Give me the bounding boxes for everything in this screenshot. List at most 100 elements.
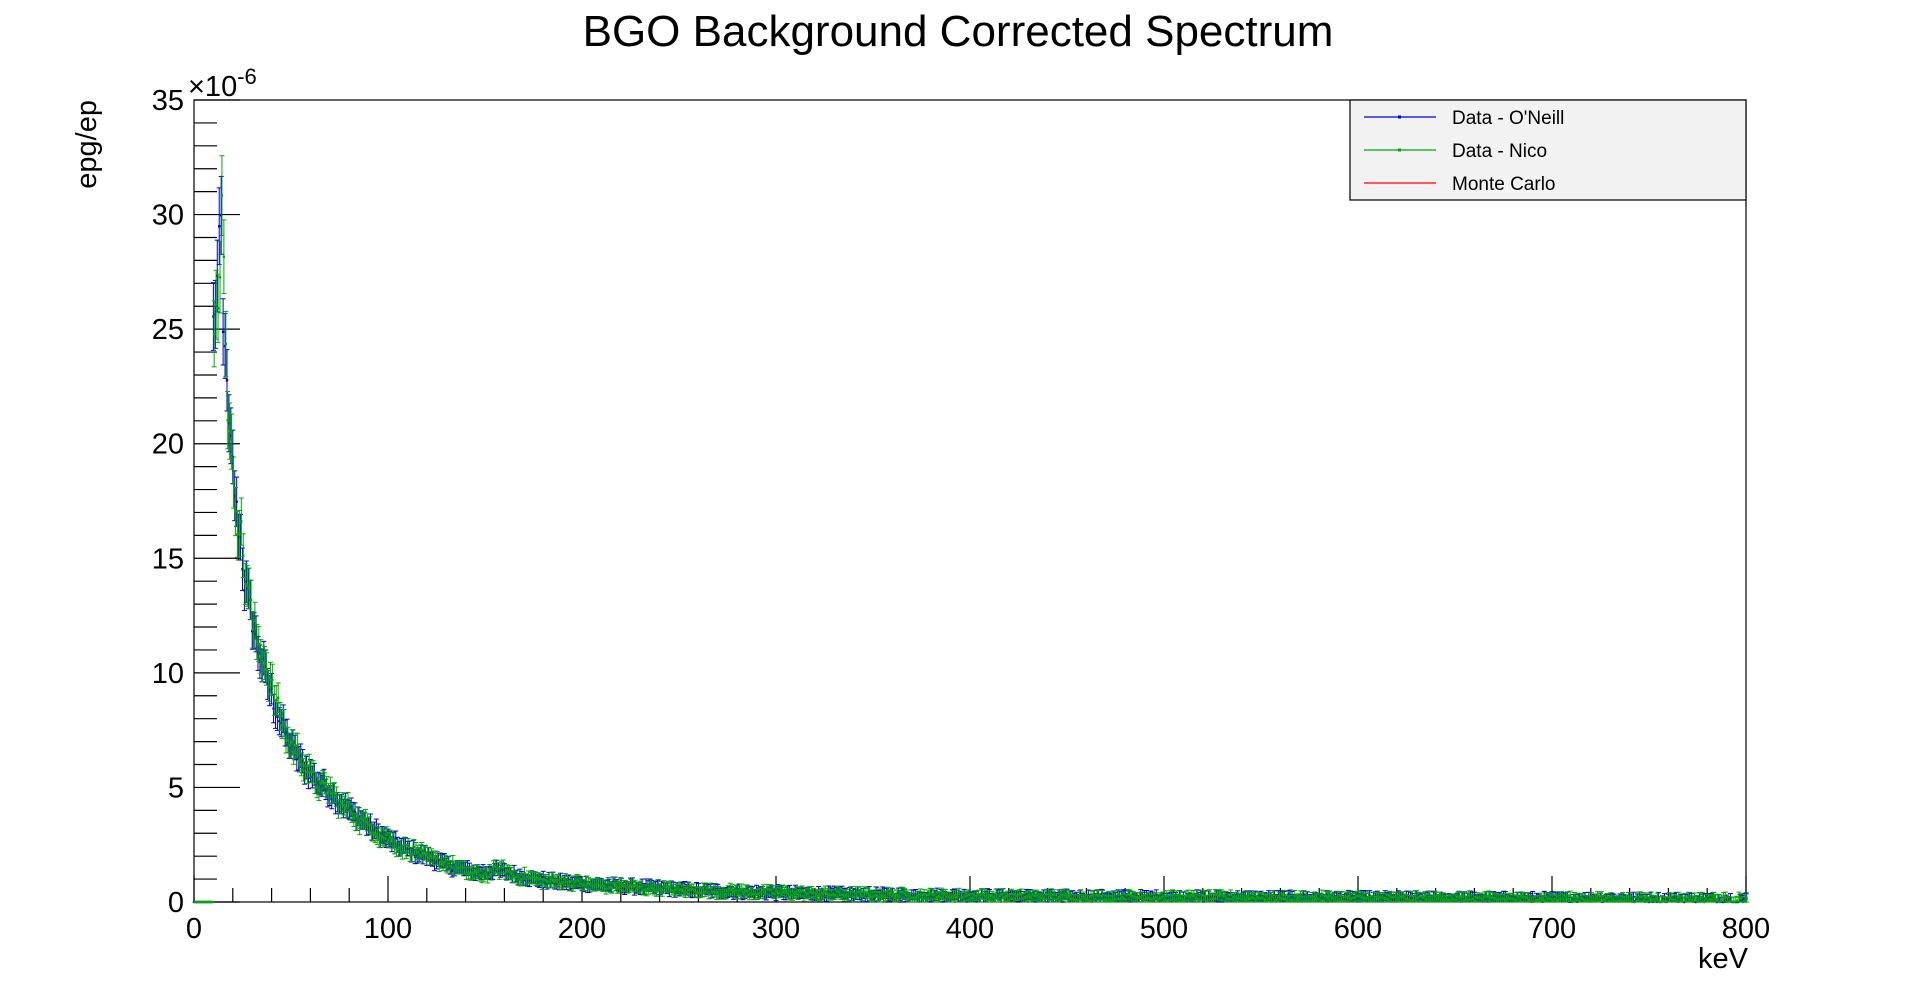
data-point [897,891,900,895]
data-point [1122,893,1125,896]
data-point [659,887,662,891]
data-point [1124,894,1127,897]
data-point [1250,894,1253,897]
data-point [406,847,409,850]
data-point [575,878,579,882]
data-point [236,533,239,536]
data-point [785,889,788,893]
data-point [890,891,893,895]
data-point [981,892,984,895]
data-point [278,719,281,723]
data-point [1228,896,1232,899]
data-point [535,878,538,881]
data-point [273,699,276,702]
data-point [860,896,863,899]
data-point [1166,896,1170,900]
y-axis: 0 5 10 15 20 25 30 35 [152,85,240,919]
y-multiplier-exponent: -6 [237,64,257,89]
data-point [237,535,240,539]
data-point [547,876,551,880]
data-point [1622,898,1625,901]
data-point [556,878,559,882]
data-point [808,890,811,894]
data-point [1391,898,1395,902]
data-point [349,806,353,809]
data-point [463,866,466,870]
data-point [470,871,474,874]
data-point [1405,894,1408,898]
data-point [812,892,815,895]
data-point [697,887,700,890]
data-point [884,894,887,898]
series-data-nico [193,155,1750,904]
data-point [1352,898,1356,902]
data-point [373,833,377,836]
data-point [742,891,745,895]
data-point [806,892,810,896]
data-point [218,275,222,279]
data-point [1583,896,1587,899]
data-point [472,870,475,873]
data-point [457,866,460,869]
data-point [1591,897,1594,901]
data-point [268,689,271,692]
data-point [305,766,308,769]
data-point [488,869,491,872]
data-point [794,889,797,892]
data-point [461,865,464,869]
data-point [386,835,390,839]
data-point [381,836,385,839]
data-point [855,892,858,896]
data-point [266,682,269,686]
data-point [804,891,808,895]
data-point [674,888,678,891]
data-point [645,889,648,892]
data-point [798,890,802,894]
data-point [1182,895,1185,899]
data-point [317,789,321,792]
data-point [750,891,753,894]
data-point [418,854,422,857]
data-point [245,580,248,583]
data-point [420,848,423,851]
data-point [525,878,528,881]
data-point [904,895,908,898]
data-point [232,481,235,484]
data-point [649,884,652,887]
data-point [533,877,536,880]
data-point [226,418,229,422]
data-point [767,888,771,891]
x-tick-label: 100 [364,913,412,945]
data-point [468,868,471,871]
data-point [730,888,734,892]
data-point [998,894,1002,897]
data-point [872,894,875,898]
data-point [1067,897,1071,901]
data-point [412,845,416,849]
data-point [909,896,912,900]
data-point [538,878,542,881]
data-point [778,889,782,893]
data-point [1039,897,1042,900]
data-point [963,894,967,898]
data-point [499,869,502,873]
data-point [655,889,658,893]
data-point [1512,900,1515,903]
data-point [684,891,687,894]
data-point [571,881,574,885]
data-point [1362,894,1366,897]
data-point [387,838,390,842]
data-point [726,891,729,894]
data-point [779,891,782,894]
data-point [1007,896,1010,899]
data-point [723,893,726,896]
data-point [1125,897,1129,900]
data-point [1259,894,1263,898]
data-point [1207,894,1210,898]
data-point [1267,894,1270,897]
data-point [876,895,879,898]
data-point [1049,894,1052,897]
data-point [487,872,491,875]
data-point [327,792,330,795]
data-point [801,892,805,895]
